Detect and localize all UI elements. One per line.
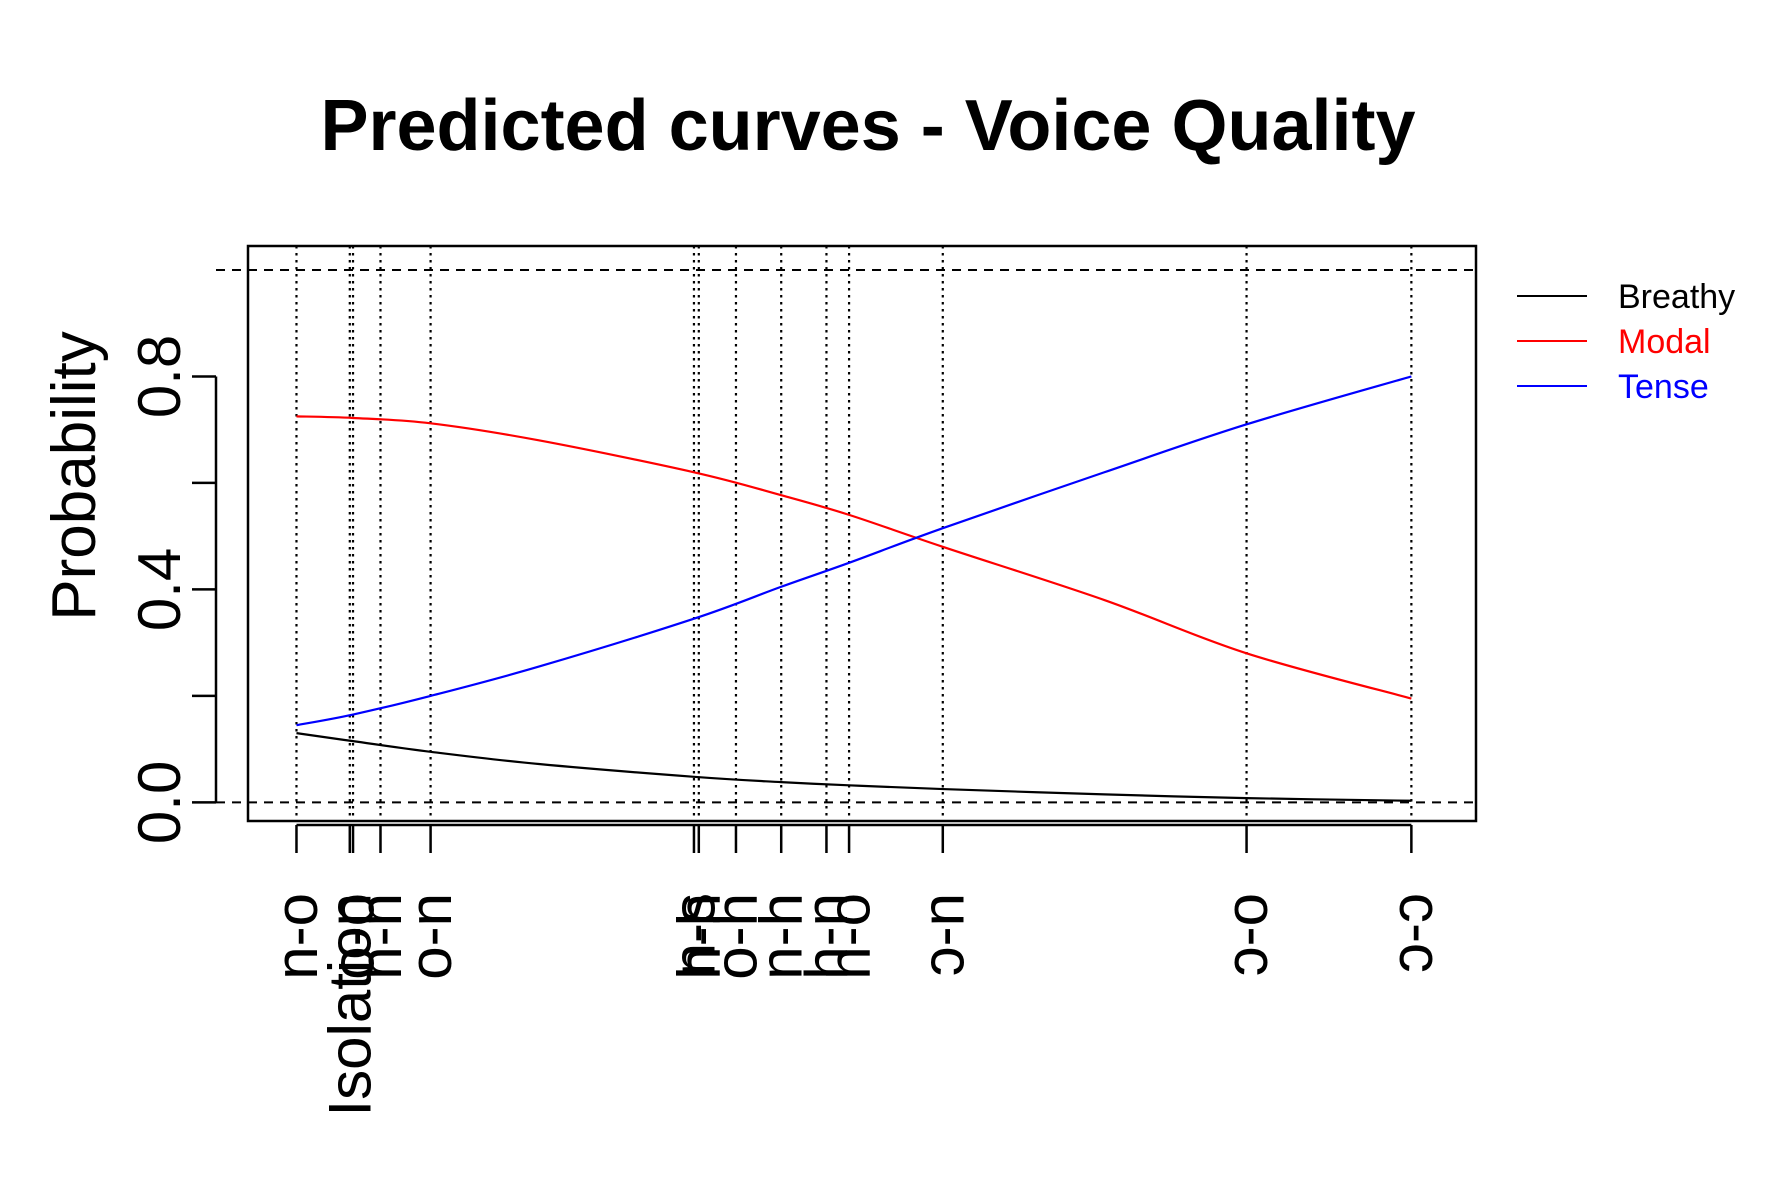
x-tick-label-6: h-h: [665, 893, 732, 980]
x-tick-label-8: n-h: [748, 893, 815, 980]
x-tick-label-4: o-n: [397, 893, 464, 980]
series-line-tense: [296, 375, 1412, 727]
plot-frame: [246, 244, 1478, 823]
x-tick-label-11: ɔ-n: [909, 893, 976, 976]
y-tick-label-0: 0.0: [126, 761, 193, 844]
x-tick-label-7: o-h: [702, 893, 769, 980]
x-tick-label-9: h-n: [793, 893, 860, 980]
x-tick-label-1: Isolation: [316, 893, 383, 1116]
x-tick-label-5: n-s: [660, 893, 727, 976]
x-tick-label-13: ɔ-ɔ: [1378, 893, 1445, 973]
chart-title: Predicted curves - Voice Quality: [320, 86, 1415, 166]
x-tick-label-0: n-o: [263, 893, 330, 980]
x-tick-label-12: ɔ-o: [1213, 893, 1280, 976]
x-tick-label-2: o-o: [320, 893, 387, 980]
x-tick-label-3: n-n: [347, 893, 414, 980]
legend: Breathy Modal Tense: [1517, 278, 1735, 406]
y-tick-label-2: 0.4: [126, 548, 193, 631]
x-tick-label-10: h-o: [816, 893, 883, 980]
series-line-modal: [296, 415, 1412, 700]
legend-label-tense: Tense: [1618, 368, 1709, 406]
y-axis-label: Probability: [40, 331, 109, 620]
legend-label-modal: Modal: [1618, 323, 1711, 361]
y-tick-label-4: 0.8: [126, 335, 193, 418]
series-line-breathy: [296, 732, 1412, 802]
legend-label-breathy: Breathy: [1618, 278, 1735, 316]
